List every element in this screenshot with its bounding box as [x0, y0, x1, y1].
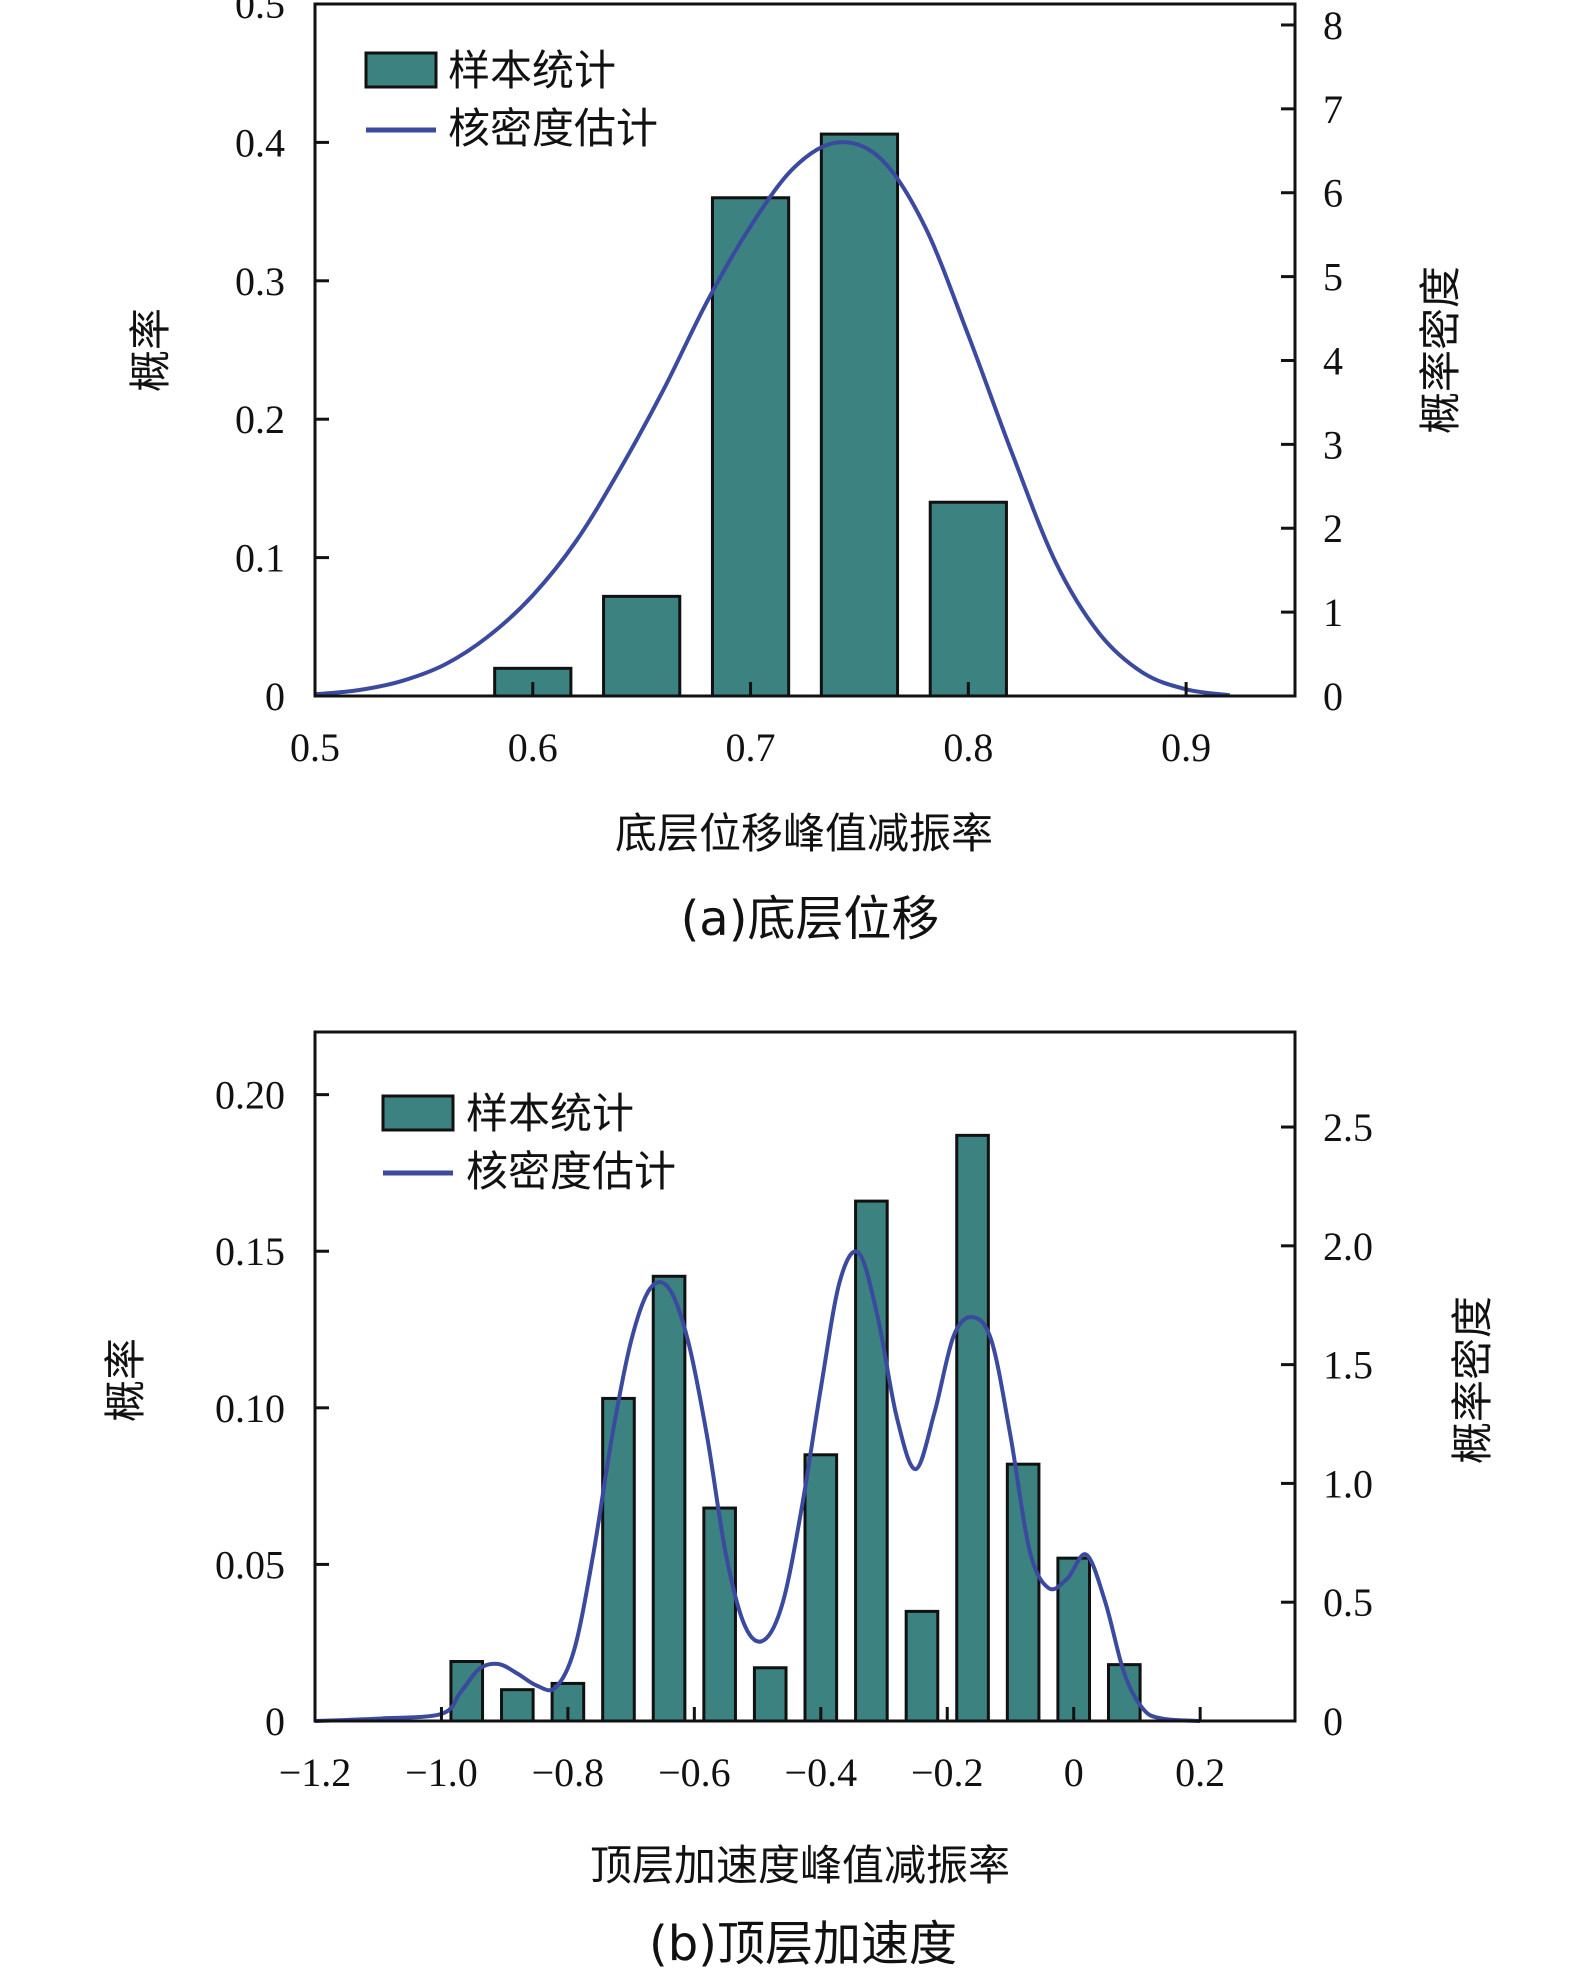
x-tick-label: 0.7 — [726, 725, 776, 770]
histogram-bar — [500, 1688, 535, 1723]
plot-frame — [313, 2, 1297, 698]
x-tick-label: 0.9 — [1161, 725, 1211, 770]
y-right-tick-label: 7 — [1323, 87, 1343, 132]
y-left-tick-label: 0.3 — [235, 259, 285, 304]
x-tick-label: 0.2 — [1175, 1750, 1225, 1795]
y-left-tick-label: 0.15 — [215, 1229, 285, 1274]
histogram-bar — [702, 1506, 737, 1723]
x-tick-label: 0.6 — [508, 725, 558, 770]
y-right-tick-label: 5 — [1323, 255, 1343, 300]
x-tick-label: −1.2 — [279, 1750, 352, 1795]
y-right-tick-label: 0 — [1323, 674, 1343, 719]
x-tick-label: −0.6 — [658, 1750, 731, 1795]
legend-bar-label: 样本统计 — [448, 46, 616, 95]
y-left-tick-label: 0 — [265, 1699, 285, 1744]
y-left-tick-label: 0.5 — [235, 0, 285, 27]
y-left-tick-label: 0.20 — [215, 1073, 285, 1118]
kde-line — [314, 140, 1230, 698]
x-tick-label: −0.2 — [911, 1750, 984, 1795]
chart-caption: (b)顶层加速度 — [649, 1916, 957, 1972]
y-left-axis-label: 概率 — [101, 1338, 150, 1422]
x-tick-label: −0.4 — [785, 1750, 858, 1795]
x-axis-label: 顶层加速度峰值减振率 — [590, 1841, 1010, 1890]
x-tick-label: −1.0 — [405, 1750, 478, 1795]
y-right-tick-label: 6 — [1323, 171, 1343, 216]
y-left-tick-label: 0 — [265, 674, 285, 719]
y-right-tick-label: 2.5 — [1323, 1105, 1373, 1150]
histogram-bar — [651, 1274, 687, 1723]
y-right-tick-label: 2 — [1323, 506, 1343, 551]
kde-line — [314, 1249, 1201, 1723]
y-left-axis-label: 概率 — [126, 308, 175, 392]
histogram-bar — [602, 594, 682, 698]
legend-bar-label: 样本统计 — [466, 1089, 634, 1138]
legend-line-label: 核密度估计 — [448, 104, 658, 153]
y-left-tick-label: 0.10 — [215, 1386, 285, 1431]
histogram-bar — [1005, 1462, 1041, 1723]
legend-line-label: 核密度估计 — [466, 1147, 676, 1196]
histogram-bar — [955, 1133, 990, 1723]
histogram-bar — [904, 1609, 940, 1723]
chart-panel-a: 0.5 0.6 0.7 0.8 0.9 0 0.1 0.2 0.3 0.4 0.5 0 1 2 3 4 5 6… — [126, 0, 1465, 947]
x-axis-label: 底层位移峰值减振率 — [615, 809, 993, 858]
plot-frame — [313, 1030, 1297, 1723]
y-right-tick-label: 2.0 — [1323, 1224, 1373, 1269]
y-left-tick-label: 0.05 — [215, 1542, 285, 1587]
histogram-bar — [710, 196, 791, 698]
y-right-tick-label: 1 — [1323, 590, 1343, 635]
y-right-tick-label: 1.5 — [1323, 1343, 1373, 1388]
y-right-tick-label: 0.5 — [1323, 1580, 1373, 1625]
histogram-bar — [449, 1659, 485, 1723]
chart-caption: (a)底层位移 — [681, 891, 940, 947]
y-right-axis-label: 概率密度 — [1448, 1296, 1497, 1464]
y-left-tick-label: 0.1 — [235, 536, 285, 581]
legend: 样本统计 核密度估计 — [381, 1089, 676, 1196]
x-tick-label: 0.8 — [943, 725, 993, 770]
x-tick-label: 0 — [1064, 1750, 1084, 1795]
y-right-axis-label: 概率密度 — [1416, 266, 1465, 434]
chart-panel-b: −1.2 −1.0 −0.8 −0.6 −0.4 −0.2 0 0.2 0 0.05 0.10 0.… — [101, 1030, 1497, 1972]
histogram-bar — [928, 500, 1008, 698]
histogram-bar — [854, 1199, 889, 1723]
histogram-bar — [803, 1453, 839, 1723]
legend: 样本统计 核密度估计 — [364, 46, 658, 153]
x-tick-label: 0.5 — [290, 725, 340, 770]
y-right-tick-label: 0 — [1323, 1699, 1343, 1744]
y-left-tick-label: 0.2 — [235, 397, 285, 442]
y-right-tick-label: 4 — [1323, 338, 1343, 383]
y-right-tick-label: 1.0 — [1323, 1461, 1373, 1506]
y-right-tick-label: 8 — [1323, 3, 1343, 48]
y-left-tick-label: 0.4 — [235, 120, 285, 165]
x-tick-label: −0.8 — [532, 1750, 605, 1795]
histogram-bar — [819, 132, 900, 698]
legend-bar-swatch — [364, 51, 438, 89]
histogram-bar — [601, 1396, 636, 1723]
y-right-tick-label: 3 — [1323, 422, 1343, 467]
legend-bar-swatch — [381, 1094, 455, 1132]
histogram-bar — [752, 1666, 788, 1723]
